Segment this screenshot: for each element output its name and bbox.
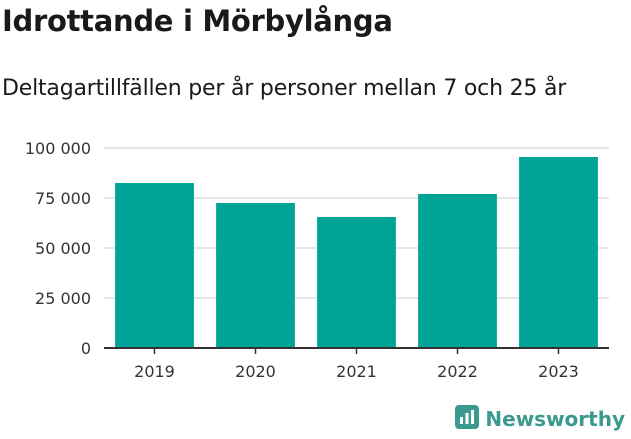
- x-tick-label: 2022: [437, 362, 478, 381]
- y-axis-ticks: 0 25 000 50 000 75 000 100 000: [25, 139, 91, 358]
- bar-chart-icon: [455, 405, 480, 433]
- chart-subtitle: Deltagartillfällen per år personer mella…: [2, 76, 567, 101]
- y-tick-label: 50 000: [35, 239, 91, 258]
- bar-2021: [317, 217, 396, 348]
- brand-name: Newsworthy: [485, 407, 625, 431]
- x-tick-label: 2019: [134, 362, 175, 381]
- bar-2019: [115, 183, 194, 348]
- bars: [115, 157, 598, 348]
- x-tick-label: 2020: [235, 362, 276, 381]
- y-tick-label: 100 000: [25, 139, 91, 158]
- bar-2020: [216, 203, 295, 348]
- x-tick-label: 2023: [538, 362, 579, 381]
- x-tick-label: 2021: [336, 362, 377, 381]
- chart-title: Idrottande i Mörbylånga: [2, 4, 393, 38]
- bar-2022: [418, 194, 497, 348]
- x-axis-ticks: 2019 2020 2021 2022 2023: [134, 348, 579, 381]
- y-tick-label: 75 000: [35, 189, 91, 208]
- y-tick-label: 0: [81, 339, 91, 358]
- newsworthy-logo: Newsworthy: [455, 405, 625, 433]
- bar-2023: [519, 157, 598, 348]
- y-tick-label: 25 000: [35, 289, 91, 308]
